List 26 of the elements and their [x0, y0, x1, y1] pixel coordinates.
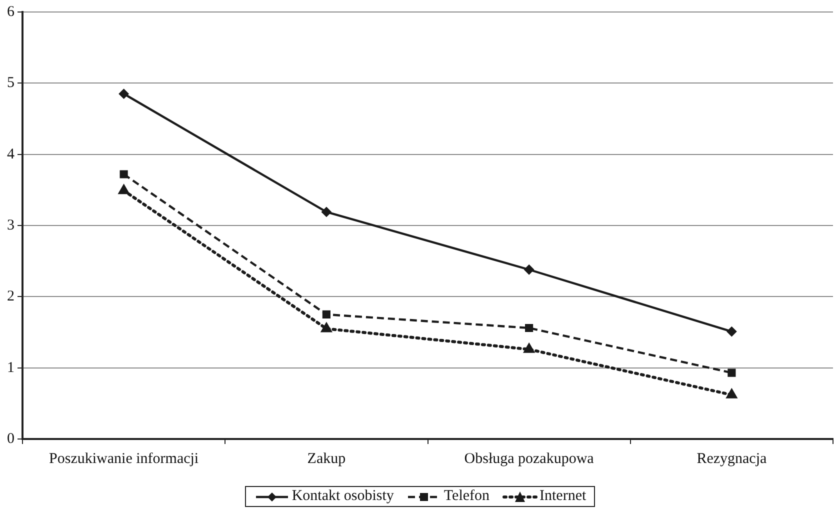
point — [120, 170, 128, 178]
point — [523, 342, 535, 353]
y-tick-label: 0 — [7, 430, 14, 447]
y-tick-label: 1 — [7, 360, 14, 376]
point — [320, 322, 332, 332]
y-tick-label: 4 — [7, 146, 15, 162]
point — [524, 264, 534, 275]
y-tick-label: 6 — [7, 4, 15, 20]
point — [525, 324, 534, 332]
x-tick-label: Poszukiwanie informacji — [49, 450, 199, 467]
legend-label: Telefon — [444, 488, 490, 505]
y-tick-label: 3 — [7, 217, 14, 234]
legend-label: Internet — [540, 488, 586, 505]
point — [321, 206, 332, 217]
y-tick-label: 5 — [7, 75, 14, 92]
legend-label: Kontakt osobisty — [292, 488, 394, 505]
point — [728, 368, 736, 377]
point — [118, 88, 129, 99]
x-tick-label: Rezygnacja — [696, 450, 768, 467]
x-tick-label: Zakup — [307, 450, 346, 467]
point — [726, 326, 737, 337]
x-tick-label: Obsługa pozakupowa — [464, 450, 594, 467]
point — [726, 388, 738, 398]
point — [322, 310, 330, 318]
y-tick-label: 2 — [7, 288, 14, 305]
point — [118, 184, 130, 194]
